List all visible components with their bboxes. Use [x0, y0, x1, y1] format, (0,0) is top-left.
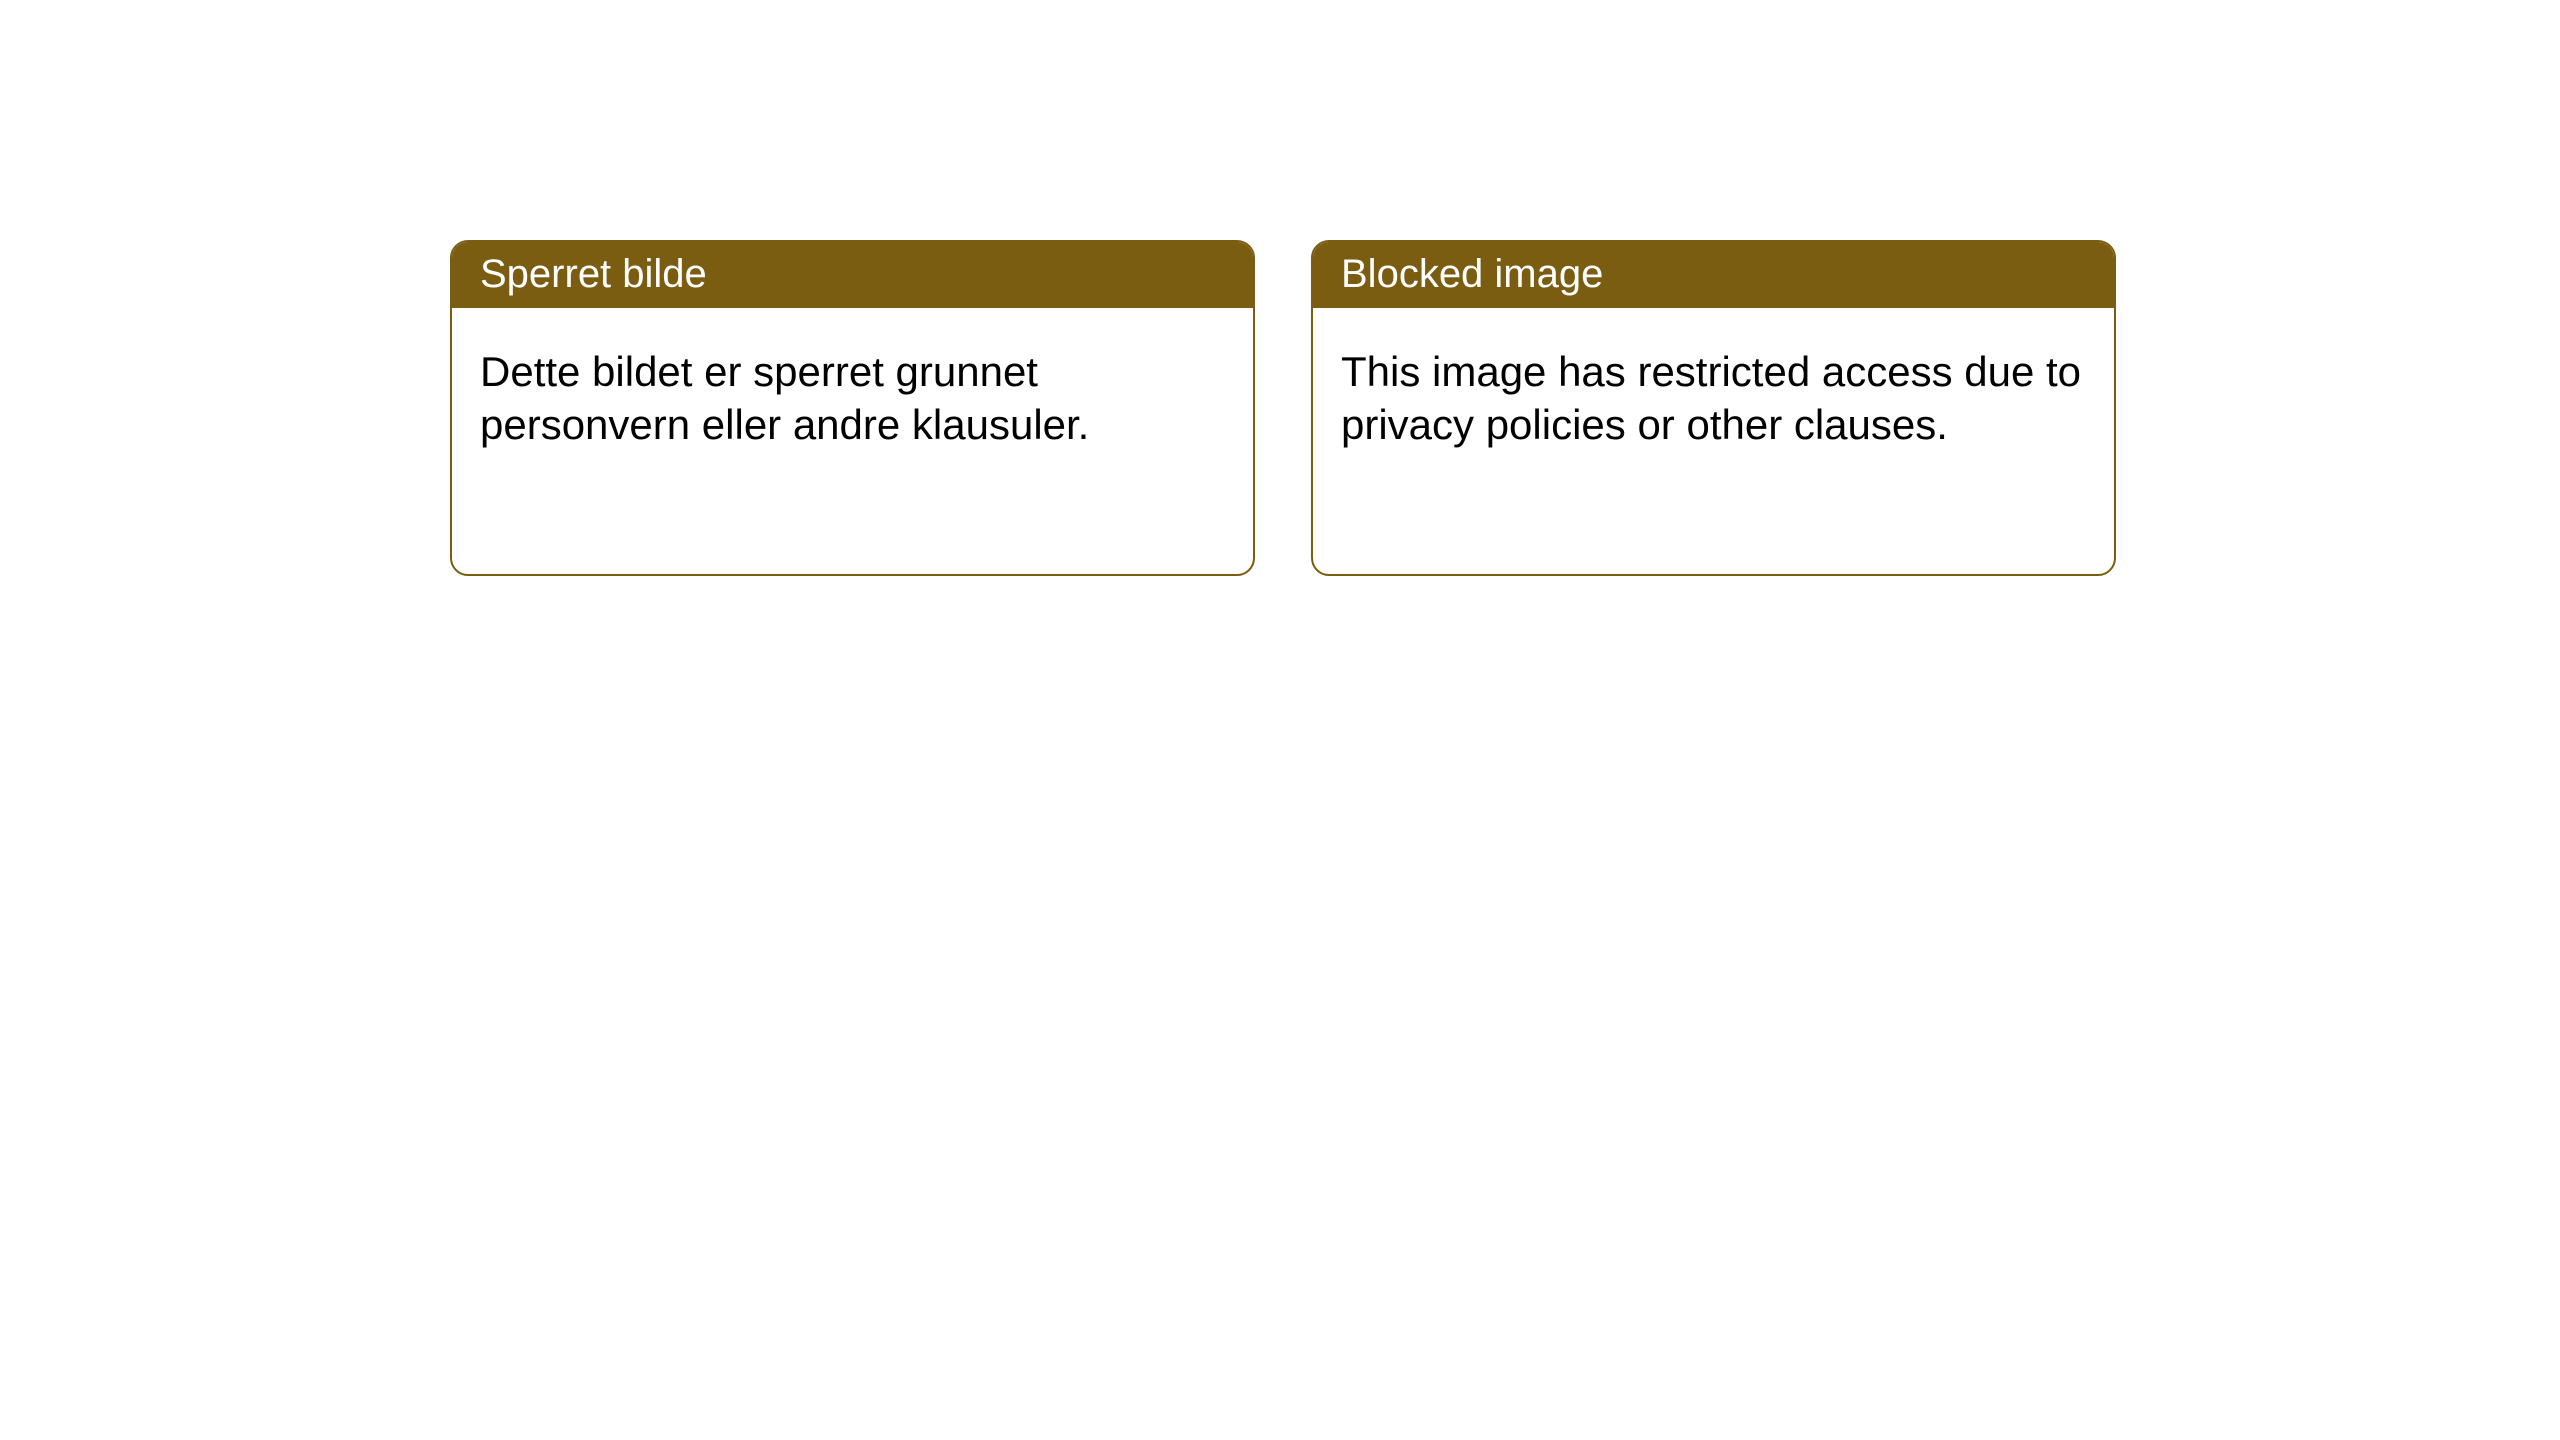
- card-message: Dette bildet er sperret grunnet personve…: [480, 348, 1089, 448]
- card-message: This image has restricted access due to …: [1341, 348, 2081, 448]
- notice-card-norwegian: Sperret bilde Dette bildet er sperret gr…: [450, 240, 1255, 576]
- card-header: Sperret bilde: [452, 242, 1253, 308]
- card-header: Blocked image: [1313, 242, 2114, 308]
- card-title: Blocked image: [1341, 252, 1603, 296]
- notice-card-english: Blocked image This image has restricted …: [1311, 240, 2116, 576]
- card-title: Sperret bilde: [480, 252, 707, 296]
- notice-container: Sperret bilde Dette bildet er sperret gr…: [0, 0, 2560, 576]
- card-body: This image has restricted access due to …: [1313, 308, 2114, 489]
- card-body: Dette bildet er sperret grunnet personve…: [452, 308, 1253, 489]
